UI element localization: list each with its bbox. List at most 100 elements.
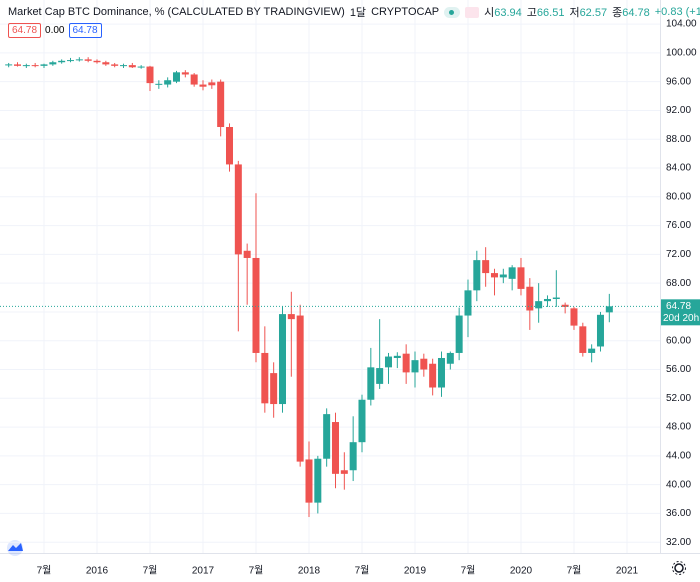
candle-body — [535, 301, 543, 309]
y-tick-label: 44.00 — [666, 450, 691, 461]
candle-body — [323, 414, 331, 459]
close-label: 종 — [612, 7, 623, 19]
candle-body — [376, 368, 384, 384]
x-tick-label: 7월 — [249, 565, 264, 577]
candle-body — [234, 164, 242, 255]
candle-body — [588, 348, 596, 353]
ask-value: 64.78 — [68, 23, 102, 38]
open-label: 시 — [484, 7, 495, 19]
candle-body — [429, 363, 437, 388]
candle-body — [261, 352, 269, 404]
candle-body — [190, 74, 198, 85]
candle-body — [67, 60, 75, 62]
candle-body — [252, 257, 260, 353]
open-value: 63.94 — [494, 7, 522, 19]
x-tick-label: 2021 — [616, 566, 639, 577]
candle-body — [40, 64, 48, 66]
y-tick-label: 60.00 — [666, 335, 691, 346]
y-tick-label: 100.00 — [666, 48, 697, 59]
y-tick-label: 76.00 — [666, 220, 691, 231]
countdown: 20d 20h — [663, 313, 699, 324]
y-tick-label: 56.00 — [666, 364, 691, 375]
x-tick-label: 2019 — [404, 566, 427, 577]
candle-body — [225, 127, 233, 165]
exchange[interactable]: CRYPTOCAP — [371, 6, 440, 18]
candle-body — [526, 286, 534, 311]
value-row: 64.78 0.00 64.78 — [8, 23, 102, 38]
x-tick-label: 2018 — [298, 566, 321, 577]
spread-value: 0.00 — [45, 25, 65, 36]
candle-body — [137, 66, 145, 68]
candle-body — [119, 65, 127, 67]
status-dot — [444, 6, 461, 18]
candle-body — [455, 315, 463, 353]
interval[interactable]: 1달 — [349, 7, 367, 19]
candle-body — [305, 459, 313, 503]
candle-body — [199, 84, 207, 87]
candle-body — [482, 260, 490, 274]
candle-body — [393, 355, 401, 358]
candle-body — [340, 470, 348, 474]
bid-value: 64.78 — [8, 23, 42, 38]
candle-body — [402, 353, 410, 373]
candle-body — [5, 64, 13, 66]
candle-body — [172, 72, 180, 82]
price-label-bg — [661, 299, 700, 326]
candle-body — [14, 64, 22, 66]
candle-body — [331, 422, 339, 474]
candle-body — [358, 399, 366, 443]
y-tick-label: 48.00 — [666, 422, 691, 433]
candle-body — [490, 273, 498, 278]
candle-body — [508, 267, 516, 279]
candle-body — [543, 298, 551, 302]
logo[interactable] — [7, 540, 23, 556]
y-tick-label: 80.00 — [666, 191, 691, 202]
y-tick-label: 84.00 — [666, 163, 691, 174]
candle-body — [111, 64, 119, 66]
candle-body — [278, 314, 286, 405]
candle-body — [437, 357, 445, 388]
change: +0.83 (+1.30%) — [654, 6, 700, 18]
candle-body — [49, 62, 57, 65]
y-tick-label: 92.00 — [666, 105, 691, 116]
candle-body — [146, 66, 154, 84]
y-tick-label: 72.00 — [666, 249, 691, 260]
candle-body — [605, 306, 613, 313]
x-tick-label: 2020 — [510, 566, 533, 577]
symbol-title[interactable]: Market Cap BTC Dominance, % (CALCULATED … — [8, 6, 345, 18]
y-tick-label: 36.00 — [666, 508, 691, 519]
candle-body — [128, 65, 136, 68]
candle-body — [570, 308, 578, 326]
price-label: 64.78 — [666, 301, 691, 312]
settings-icon[interactable] — [672, 561, 686, 575]
low-label: 저 — [569, 7, 580, 19]
candle-body — [464, 290, 472, 316]
candle-body — [208, 82, 216, 86]
candle-body — [102, 62, 110, 65]
candle-body — [164, 80, 172, 85]
x-tick-label: 2016 — [86, 566, 109, 577]
x-tick-label: 2017 — [192, 566, 215, 577]
toggle-button[interactable] — [465, 6, 480, 18]
y-tick-label: 68.00 — [666, 278, 691, 289]
candle-body — [579, 326, 587, 353]
y-tick-label: 52.00 — [666, 393, 691, 404]
x-tick-label: 7월 — [567, 565, 582, 577]
y-tick-label: 96.00 — [666, 76, 691, 87]
candle-body — [596, 314, 604, 347]
candle-body — [561, 304, 569, 307]
candle-body — [367, 367, 375, 400]
x-tick-label: 7월 — [37, 565, 52, 577]
candle-body — [411, 360, 419, 373]
x-tick-label: 7월 — [143, 565, 158, 577]
candle-body — [181, 72, 189, 75]
candle-body — [243, 250, 251, 258]
low-value: 62.57 — [579, 7, 608, 19]
candle-body — [499, 274, 507, 278]
legend: Market Cap BTC Dominance, % (CALCULATED … — [8, 4, 700, 20]
candle-body — [384, 356, 392, 368]
x-tick-label: 7월 — [461, 565, 476, 577]
